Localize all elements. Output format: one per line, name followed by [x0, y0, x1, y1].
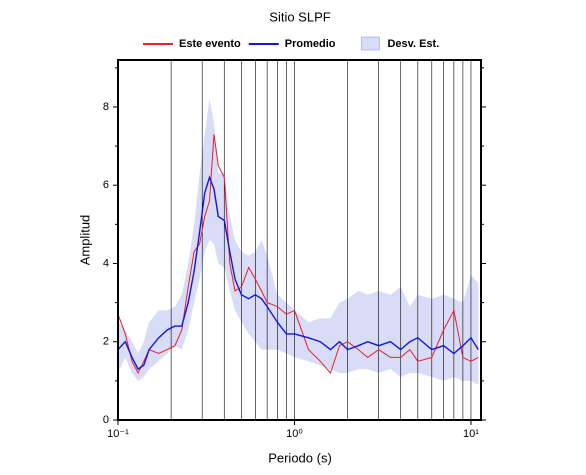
- legend-label: Promedio: [285, 38, 336, 50]
- y-axis-label: Amplitud: [77, 215, 92, 266]
- x-tick-label: 10⁻¹: [107, 428, 129, 440]
- plot-frame: [117, 59, 482, 421]
- y-tick-label: 4: [103, 257, 109, 269]
- std-band: [118, 99, 479, 385]
- x-axis-label: Periodo (s): [268, 450, 332, 465]
- legend-swatch: [361, 36, 380, 51]
- chart-title: Sitio SLPF: [269, 9, 330, 24]
- legend-label: Este evento: [179, 38, 241, 50]
- legend-label: Desv. Est.: [387, 38, 439, 50]
- y-tick-label: 0: [103, 414, 109, 426]
- x-tick-label: 10⁰: [286, 428, 303, 440]
- y-tick-label: 2: [103, 336, 109, 348]
- x-tick-label: 10¹: [463, 428, 479, 440]
- y-tick-label: 6: [103, 179, 109, 191]
- y-tick-label: 8: [103, 101, 109, 113]
- series-line: [117, 134, 479, 375]
- series-line: [117, 175, 479, 371]
